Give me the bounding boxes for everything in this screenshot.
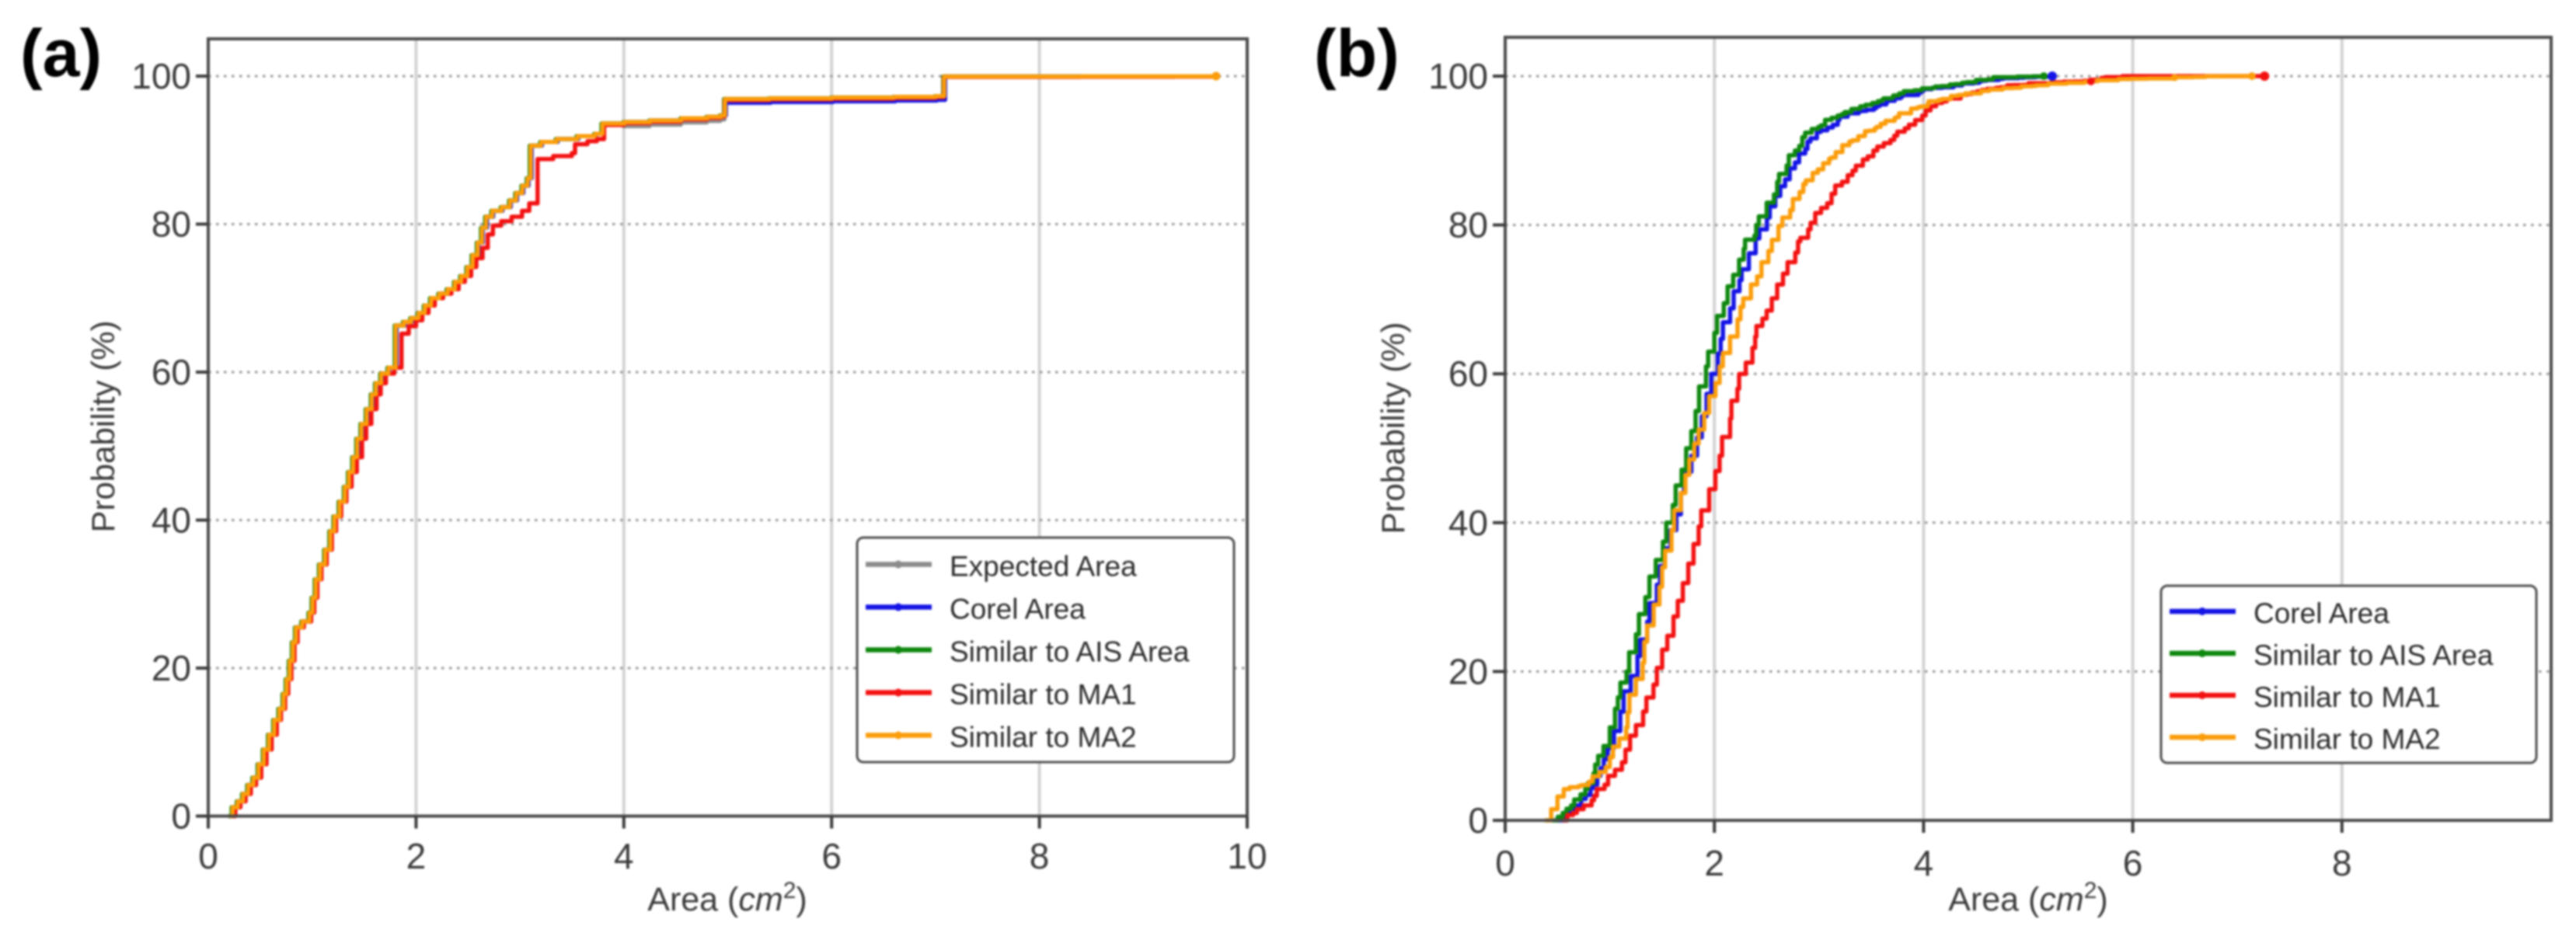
svg-text:Similar to AIS Area: Similar to AIS Area	[950, 636, 1190, 668]
svg-text:80: 80	[1448, 205, 1488, 245]
svg-text:60: 60	[152, 352, 191, 392]
svg-text:100: 100	[1428, 56, 1488, 96]
svg-text:8: 8	[2332, 843, 2352, 883]
svg-text:6: 6	[2123, 843, 2143, 883]
svg-text:80: 80	[152, 204, 191, 245]
svg-text:4: 4	[614, 836, 634, 876]
svg-text:100: 100	[131, 56, 191, 96]
svg-text:Expected Area: Expected Area	[950, 551, 1137, 583]
svg-text:20: 20	[1448, 651, 1488, 691]
svg-text:40: 40	[152, 500, 191, 541]
svg-text:0: 0	[171, 796, 191, 837]
svg-text:40: 40	[1448, 503, 1488, 543]
svg-text:Corel Area: Corel Area	[950, 594, 1086, 625]
svg-text:Probability (%): Probability (%)	[85, 320, 121, 532]
svg-text:60: 60	[1448, 353, 1488, 394]
svg-text:Similar to MA1: Similar to MA1	[950, 679, 1137, 711]
svg-text:6: 6	[821, 836, 842, 876]
svg-text:2: 2	[1704, 843, 1724, 883]
svg-text:Probability (%): Probability (%)	[1375, 322, 1411, 534]
svg-text:0: 0	[198, 836, 218, 876]
svg-text:Area (cm2): Area (cm2)	[1948, 878, 2107, 918]
svg-text:(b): (b)	[1314, 16, 1400, 91]
svg-text:Area (cm2): Area (cm2)	[647, 878, 807, 918]
svg-text:Similar to MA2: Similar to MA2	[950, 722, 1137, 754]
svg-text:10: 10	[1227, 836, 1267, 876]
svg-text:4: 4	[1914, 843, 1934, 883]
svg-text:2: 2	[406, 836, 427, 876]
svg-text:Similar to MA2: Similar to MA2	[2254, 723, 2441, 755]
svg-text:0: 0	[1495, 843, 1515, 883]
svg-text:Corel Area: Corel Area	[2254, 597, 2390, 629]
svg-text:8: 8	[1030, 836, 1050, 876]
svg-text:Similar to AIS Area: Similar to AIS Area	[2254, 639, 2494, 671]
svg-text:Similar to MA1: Similar to MA1	[2254, 681, 2441, 713]
svg-text:(a): (a)	[20, 16, 102, 91]
svg-text:20: 20	[152, 648, 191, 688]
svg-text:0: 0	[1468, 800, 1488, 841]
